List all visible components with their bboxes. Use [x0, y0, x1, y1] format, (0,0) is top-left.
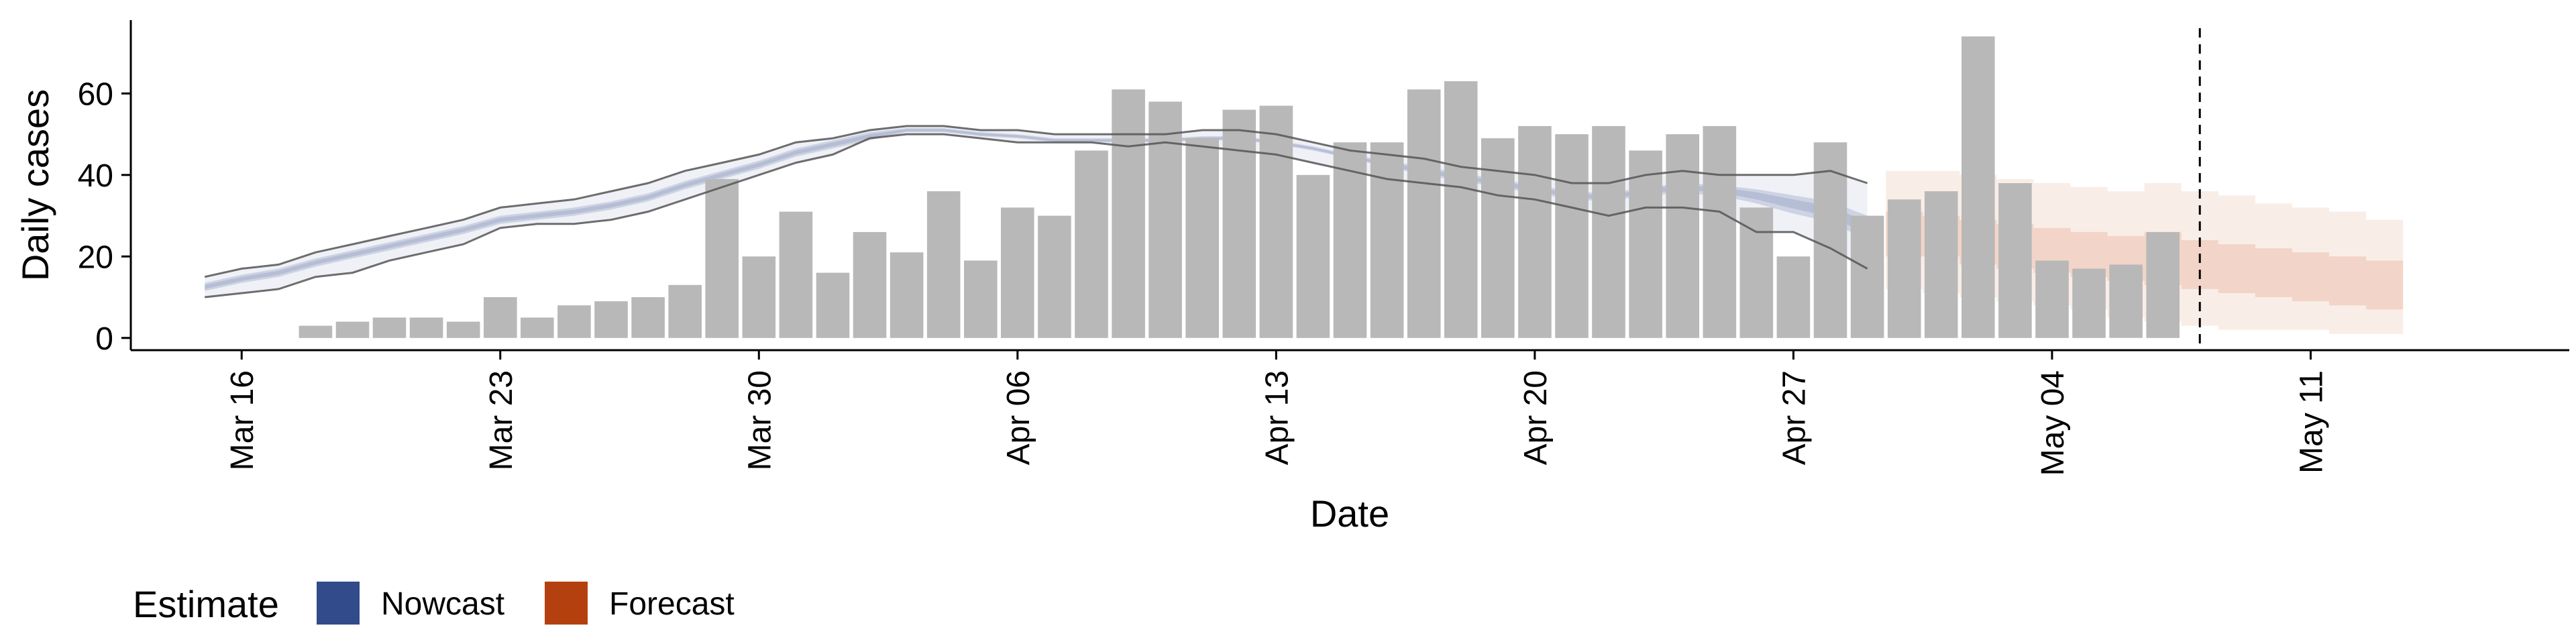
case-bar — [594, 301, 628, 338]
nowcast-lower-line — [205, 133, 1868, 299]
case-bar — [816, 272, 850, 338]
x-tick-label: Apr 20 — [1518, 370, 1554, 465]
case-bar — [964, 260, 998, 338]
case-bar — [1038, 215, 1071, 338]
y-ticks: 0 20 40 60 — [78, 76, 131, 357]
case-bar — [1998, 183, 2032, 338]
case-bar — [2072, 268, 2106, 338]
case-bar — [335, 321, 370, 338]
axes: 0 20 40 60 Mar 16 Mar 23 Mar 30 Apr 06 Apr 13 Ap… — [78, 20, 2569, 476]
x-ticks: Mar 16 Mar 23 Mar 30 Apr 06 Apr 13 Apr 20 Apr … — [225, 350, 2330, 476]
case-bar — [853, 231, 887, 338]
case-bar — [1444, 81, 1478, 338]
nowcast-interval-outlines — [204, 125, 1868, 299]
case-bar — [1112, 89, 1145, 338]
y-tick-label: 20 — [78, 239, 113, 275]
x-tick-label: Mar 23 — [484, 370, 519, 470]
y-tick-label: 0 — [95, 321, 113, 357]
case-bar — [446, 321, 480, 338]
case-bar — [1518, 125, 1552, 338]
case-bar — [521, 317, 554, 338]
case-bar — [1924, 191, 1958, 338]
case-bar — [1259, 105, 1293, 338]
case-bar — [1296, 174, 1330, 338]
case-bar — [1592, 125, 1625, 338]
case-bar — [705, 178, 739, 338]
x-tick-label: May 04 — [2035, 370, 2071, 476]
legend-swatch-forecast — [545, 582, 588, 625]
case-bar — [409, 317, 443, 338]
case-bar — [2035, 260, 2069, 338]
x-tick-label: Mar 30 — [742, 370, 777, 470]
case-bar — [742, 256, 776, 338]
case-bar — [1481, 138, 1515, 338]
case-bar — [890, 252, 924, 338]
case-bar — [1148, 101, 1182, 338]
case-bar — [299, 325, 333, 338]
case-bar — [2146, 231, 2180, 338]
case-bar — [1407, 89, 1441, 338]
case-bar — [1887, 199, 1921, 338]
case-bar — [1629, 150, 1662, 338]
case-bar — [668, 284, 702, 338]
nowcast-upper-line — [204, 125, 1868, 278]
y-tick-label: 60 — [78, 76, 113, 112]
case-bar — [1962, 36, 1995, 338]
x-tick-label: Apr 06 — [1001, 370, 1036, 465]
case-bar — [779, 211, 813, 338]
legend-title: Estimate — [133, 583, 279, 625]
case-bar — [926, 191, 961, 338]
case-bar — [372, 317, 407, 338]
x-tick-label: Apr 13 — [1259, 370, 1295, 465]
case-bar — [1555, 134, 1589, 338]
legend-label-forecast: Forecast — [609, 586, 735, 622]
case-bar — [1333, 142, 1367, 338]
legend: Estimate Nowcast Forecast — [133, 582, 735, 625]
y-tick-label: 40 — [78, 158, 113, 194]
x-tick-label: May 11 — [2294, 370, 2330, 474]
case-bar — [2109, 264, 2143, 338]
case-bar — [1001, 207, 1034, 338]
case-bar — [1776, 256, 1811, 338]
case-bar — [1703, 125, 1737, 338]
case-bar — [1370, 142, 1404, 338]
y-axis-title: Daily cases — [14, 89, 56, 281]
legend-label-nowcast: Nowcast — [381, 586, 504, 622]
case-bars — [299, 36, 2180, 338]
case-bar — [1222, 109, 1256, 338]
x-tick-label: Apr 27 — [1776, 370, 1812, 465]
x-tick-label: Mar 16 — [225, 370, 260, 470]
case-bar — [631, 297, 665, 338]
case-bar — [1739, 207, 1774, 338]
case-bar — [1075, 150, 1108, 338]
case-bar — [1185, 138, 1219, 338]
case-bar — [484, 297, 517, 338]
plot-area — [204, 28, 2404, 350]
case-bar — [557, 305, 591, 338]
x-axis-title: Date — [1310, 492, 1389, 535]
case-bar — [1850, 215, 1884, 338]
case-bar — [1666, 134, 1699, 338]
legend-swatch-nowcast — [317, 582, 360, 625]
